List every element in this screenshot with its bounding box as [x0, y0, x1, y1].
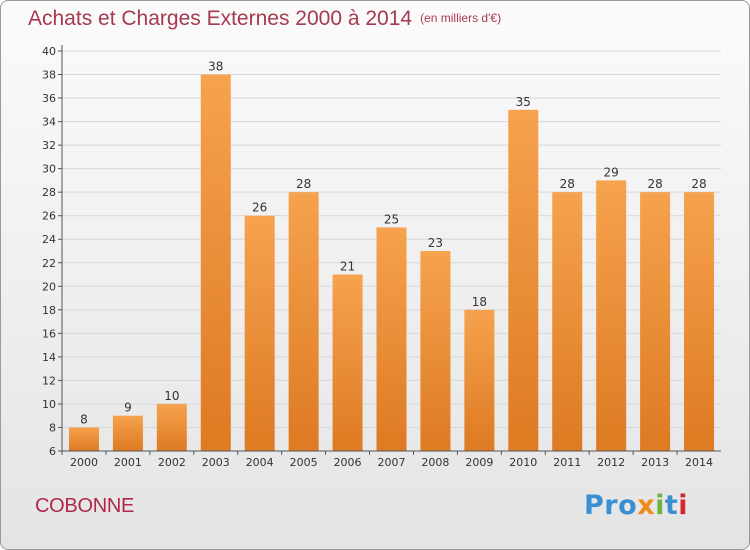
value-label: 28	[691, 177, 706, 191]
value-label: 28	[296, 177, 311, 191]
bar	[288, 192, 319, 452]
y-tick-label: 16	[42, 327, 56, 340]
bar	[332, 274, 363, 451]
y-tick-label: 36	[42, 92, 56, 105]
x-tick-label: 2004	[246, 456, 274, 469]
x-tick-label: 2009	[465, 456, 493, 469]
bar	[112, 415, 143, 451]
bars	[68, 74, 715, 452]
value-label: 38	[208, 60, 223, 74]
x-tick-label: 2014	[685, 456, 713, 469]
y-tick-label: 40	[42, 45, 56, 58]
logo-letter: P	[584, 490, 605, 521]
commune-name: COBONNE	[35, 495, 135, 517]
x-tick-label: 2006	[334, 456, 362, 469]
value-label: 25	[384, 212, 399, 226]
logo-letter: r	[604, 490, 619, 521]
y-tick-label: 22	[42, 257, 56, 270]
x-tick-label: 2005	[290, 456, 318, 469]
logo-letter: i	[655, 490, 665, 521]
bar	[420, 251, 451, 451]
value-labels: 8 9 10 38 26 28 21 25 23 18 35 28 29 28 28	[80, 60, 707, 427]
x-tick-label: 2012	[597, 456, 625, 469]
y-tick-label: 18	[42, 304, 56, 317]
value-label: 9	[124, 401, 132, 415]
logo-letter: t	[664, 490, 679, 521]
y-tick-label: 14	[42, 351, 56, 364]
value-label: 8	[80, 412, 88, 426]
y-tick-label: 8	[49, 421, 56, 434]
bar	[640, 192, 671, 452]
bar	[244, 215, 275, 451]
bar	[200, 74, 231, 451]
x-tick-label: 2007	[378, 456, 406, 469]
logo-letter: i	[678, 490, 689, 521]
y-tick-label: 20	[42, 280, 56, 293]
chart-subtitle: (en milliers d'€)	[420, 11, 502, 25]
value-label: 29	[604, 165, 619, 179]
x-axis-ticks: 2000 2001 2002 2003 2004 2005 2006 2007 2008 2009…	[61, 451, 713, 469]
x-tick-label: 2001	[114, 456, 142, 469]
bar	[376, 227, 407, 451]
bar	[464, 309, 495, 451]
x-tick-label: 2010	[509, 456, 537, 469]
y-tick-label: 26	[42, 210, 56, 223]
value-label: 18	[472, 295, 487, 309]
x-tick-label: 2011	[553, 456, 581, 469]
bar	[156, 403, 187, 451]
axes	[61, 45, 721, 452]
logo-letter: o	[618, 490, 638, 521]
y-tick-label: 12	[42, 374, 56, 387]
value-label: 10	[164, 389, 179, 403]
proxiti-logo: Proxiti	[584, 490, 688, 521]
y-tick-label: 34	[42, 116, 56, 129]
value-label: 35	[516, 95, 531, 109]
value-label: 23	[428, 236, 443, 250]
bar	[684, 192, 715, 452]
y-tick-label: 10	[42, 398, 56, 411]
bar	[596, 180, 627, 452]
x-tick-label: 2013	[641, 456, 669, 469]
logo-letter: x	[637, 490, 656, 521]
x-tick-label: 2000	[70, 456, 98, 469]
value-label: 28	[560, 177, 575, 191]
chart-title-text: Achats et Charges Externes 2000 à 2014	[28, 7, 413, 30]
x-tick-label: 2003	[202, 456, 230, 469]
y-tick-label: 6	[49, 445, 56, 458]
bar	[68, 427, 99, 451]
y-axis-ticks: 6 8 10 12 14 16 18 20 22 24 26 28 30 32 34 36 38 40	[42, 45, 62, 458]
bar	[552, 192, 583, 452]
x-tick-label: 2008	[421, 456, 449, 469]
y-tick-label: 28	[42, 186, 56, 199]
y-tick-label: 32	[42, 139, 56, 152]
y-tick-label: 30	[42, 163, 56, 176]
chart-title: Achats et Charges Externes 2000 à 2014 (e…	[28, 7, 501, 31]
value-label: 28	[647, 177, 662, 191]
y-tick-label: 24	[42, 233, 56, 246]
bar	[508, 109, 539, 451]
value-label: 26	[252, 201, 267, 215]
x-tick-label: 2002	[158, 456, 186, 469]
value-label: 21	[340, 260, 355, 274]
y-tick-label: 38	[42, 69, 56, 82]
